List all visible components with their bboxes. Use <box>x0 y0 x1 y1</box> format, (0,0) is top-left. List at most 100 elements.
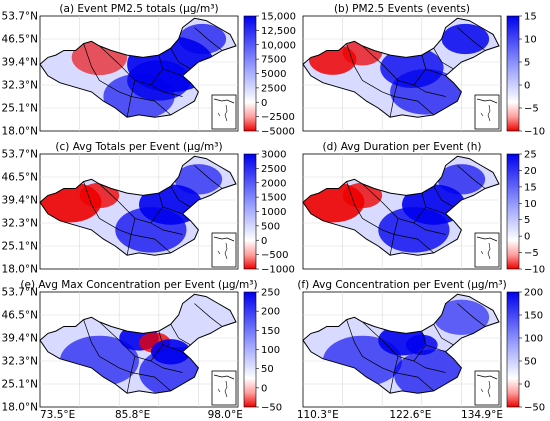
province-border <box>433 48 454 70</box>
colorbar-tick-label: −50 <box>524 403 545 414</box>
province-border <box>362 183 414 224</box>
colorbar-tick-label: 7500 <box>261 55 286 66</box>
latitude-label: 39.4°N <box>2 333 38 345</box>
latitude-label: 25.1°N <box>2 241 38 253</box>
colorbar-tick-label: −1000 <box>261 265 295 276</box>
panel-title: (d) Avg Duration per Event (h) <box>323 141 482 153</box>
province-border <box>83 319 100 357</box>
province-border <box>425 206 446 215</box>
panel-title: (e) Avg Max Concentration per Event (μg/… <box>20 279 257 291</box>
province-border <box>170 186 191 208</box>
colorbar-tick-label: −10 <box>524 127 545 138</box>
province-border <box>346 181 363 219</box>
map-panel: (d) Avg Duration per Event (h) 25 20 15 10 5 0… <box>302 141 545 276</box>
panel-title: (c) Avg Totals per Event (μg/m³) <box>55 141 222 153</box>
province-border <box>362 218 395 235</box>
colorbar-tick-label: 1500 <box>261 193 286 204</box>
country-border <box>39 155 237 256</box>
province-border <box>362 321 414 362</box>
anomaly-region <box>103 73 175 118</box>
colorbar-tick-label: −5 <box>524 104 539 115</box>
anomaly-region <box>115 207 187 253</box>
colorbar-tick-label: 0 <box>524 81 530 92</box>
latitude-label: 25.1°N <box>2 103 38 115</box>
colorbar-tick-label: 25 <box>524 150 537 161</box>
anomaly-region <box>178 23 227 55</box>
colorbar-tick-label: −2500 <box>261 112 295 123</box>
province-border <box>99 321 151 362</box>
anomaly-region <box>437 164 486 195</box>
province-border <box>99 80 132 97</box>
province-border <box>170 324 191 346</box>
colorbar-tick-label: −5000 <box>261 127 295 138</box>
colorbar-tick-label: 0 <box>524 380 530 391</box>
colorbar-tick-label: 100 <box>524 334 543 345</box>
colorbar <box>506 15 520 132</box>
anomaly-region <box>433 299 490 336</box>
province-border <box>83 181 100 219</box>
colorbar-tick-label: −10 <box>524 265 545 276</box>
inset-islands <box>480 380 491 398</box>
latitude-label: 53.7°N <box>2 11 38 23</box>
longitude-label: 122.6°E <box>389 409 431 421</box>
inset-islands <box>217 242 228 260</box>
province-border <box>99 218 132 235</box>
province-border <box>362 80 395 97</box>
province-border <box>394 96 434 116</box>
province-border <box>457 165 486 189</box>
south-china-sea-inset <box>211 94 237 130</box>
colorbar-tick-label: 50 <box>524 357 537 368</box>
province-border <box>433 324 454 346</box>
colorbar-tick-label: 1000 <box>261 207 286 218</box>
longitude-label: 98.0°E <box>208 409 243 421</box>
province-border <box>457 27 486 51</box>
colorbar-tick-label: 0 <box>261 383 267 394</box>
country-border <box>302 17 500 118</box>
colorbar-tick-label: 0 <box>524 232 530 243</box>
colorbar-tick-label: 2000 <box>261 178 286 189</box>
latitude-label: 53.7°N <box>2 287 38 299</box>
province-border <box>362 45 414 86</box>
latitude-label: 18.0°N <box>2 126 38 138</box>
colorbar-tick-label: 20 <box>524 166 537 177</box>
province-border <box>99 183 151 224</box>
inset-coastline <box>213 98 235 104</box>
province-border <box>413 360 446 373</box>
latitude-label: 25.1°N <box>2 379 38 391</box>
colorbar-tick-label: 100 <box>261 345 280 356</box>
panel-title: (b) PM2.5 Events (events) <box>334 3 470 15</box>
south-china-sea-inset <box>474 370 500 406</box>
inset-islands <box>480 242 491 260</box>
colorbar <box>243 153 257 270</box>
province-border <box>425 344 446 353</box>
country-border <box>302 293 500 394</box>
colorbar-tick-label: 15 <box>524 182 537 193</box>
province-border <box>99 45 151 86</box>
south-china-sea-inset <box>211 232 237 268</box>
inset-coastline <box>476 236 498 242</box>
latitude-label: 32.3°N <box>2 356 38 368</box>
data-field <box>40 18 236 118</box>
south-china-sea-inset <box>211 370 237 406</box>
province-border <box>150 222 183 235</box>
colorbar-tick-label: 10 <box>524 199 537 210</box>
inset-coastline <box>213 236 235 242</box>
province-border <box>457 303 486 327</box>
latitude-label: 32.3°N <box>2 218 38 230</box>
map-panel: (c) Avg Totals per Event (μg/m³) 3000 2500… <box>39 141 295 276</box>
colorbar-tick-label: 5 <box>524 215 530 226</box>
colorbar-tick-label: −500 <box>261 250 288 261</box>
latitude-label: 18.0°N <box>2 402 38 414</box>
colorbar-tick-label: 2500 <box>261 164 286 175</box>
province-border <box>162 206 183 215</box>
colorbar <box>243 291 257 408</box>
province-border <box>162 344 183 353</box>
province-border <box>346 319 363 357</box>
latitude-label: 39.4°N <box>2 195 38 207</box>
latitude-label: 53.7°N <box>2 149 38 161</box>
map-panel: (f) Avg Concentration per Event (μg/m³) 2… <box>297 279 545 414</box>
province-border <box>131 372 171 392</box>
colorbar-tick-label: 15,000 <box>261 12 296 23</box>
south-china-sea-inset <box>474 94 500 130</box>
colorbar-tick-label: 200 <box>261 307 280 318</box>
